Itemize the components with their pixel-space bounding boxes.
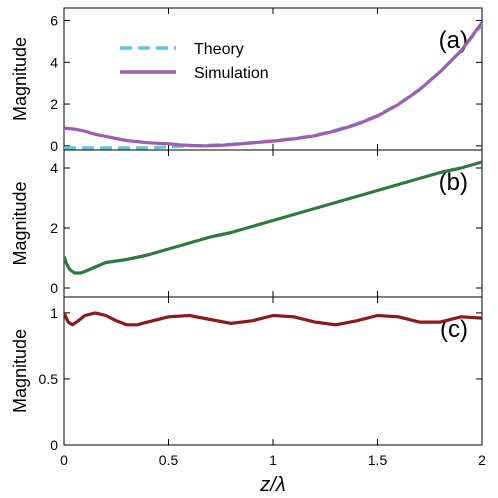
legend-label: Simulation [194,65,269,82]
y-axis-label: Magnitude [10,181,30,265]
plot-frame [63,149,483,298]
plot-frame [63,7,483,151]
y-tick-label: 4 [50,54,58,70]
y-tick-label: 2 [50,96,58,112]
series-line-1 [64,311,482,327]
panel-2: 0 2 4 Magnitude (b) [10,149,483,298]
y-axis-label: Magnitude [10,37,30,121]
series-line-simulation [64,21,482,148]
y-tick-label: 6 [50,13,58,29]
x-tick-label: 0 [60,452,68,468]
plot-frame [63,296,483,446]
x-tick-label: 1 [269,452,277,468]
y-axis-label: Magnitude [10,329,30,413]
x-tick-label: 1.5 [368,452,388,468]
x-tick-label: 0.5 [159,452,179,468]
x-axis-label: z/λ [259,474,285,496]
panel-label: (b) [439,169,468,196]
y-tick-label: 1 [50,305,58,321]
legend-label: Theory [194,41,244,58]
y-tick-label: 2 [50,220,58,236]
y-tick-label: 0 [50,138,58,154]
series-line-1 [64,160,482,275]
y-tick-label: 4 [50,160,58,176]
legend: Theory Simulation [120,41,269,82]
y-tick-label: 0 [50,280,58,296]
y-tick-label: 0.5 [39,371,59,387]
series-line-theory [64,23,482,150]
x-tick-label: 2 [478,452,486,468]
y-tick-label: 0 [50,437,58,453]
